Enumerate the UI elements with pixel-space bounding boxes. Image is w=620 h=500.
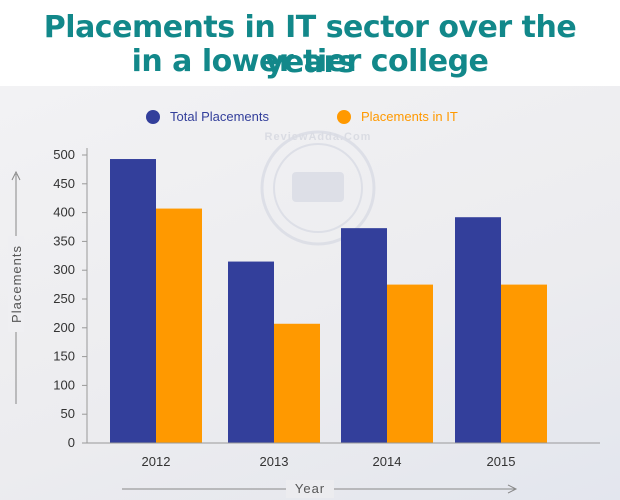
legend-item-placements-in-it: Placements in IT	[337, 109, 458, 124]
y-tick-label: 500	[53, 147, 75, 162]
x-axis-title-group: Year	[122, 480, 518, 498]
x-tick-label-2014: 2014	[373, 454, 402, 469]
x-tick-label-2012: 2012	[142, 454, 171, 469]
legend-label-total-placements: Total Placements	[170, 109, 269, 124]
x-tick-label-2015: 2015	[487, 454, 516, 469]
y-tick-label: 300	[53, 262, 75, 277]
y-tick-label: 400	[53, 205, 75, 220]
bar-2013-series-1	[274, 323, 320, 443]
x-axis-title: Year	[295, 481, 325, 496]
bar-2015-series-1	[501, 284, 547, 443]
y-axis-title: Placements	[9, 245, 24, 323]
y-axis: 0 50 100 150 200 250 300 350 400 450 500	[53, 147, 87, 450]
bar-2015-series-0	[455, 217, 501, 443]
chart-title-line-1: Placements in IT sector over the years	[43, 10, 577, 80]
bar-2014-series-1	[387, 284, 433, 443]
x-axis: 2012 2013 2014 2015	[142, 454, 516, 469]
bar-2014-series-0	[341, 228, 387, 443]
bar-2012-series-1	[156, 208, 202, 443]
bar-2013-series-0	[228, 261, 274, 443]
legend: Total Placements Placements in IT	[146, 109, 458, 124]
y-tick-label: 450	[53, 176, 75, 191]
watermark-text: ReviewAdda.Com	[265, 131, 372, 143]
y-tick-label: 350	[53, 233, 75, 248]
legend-item-total-placements: Total Placements	[146, 109, 269, 124]
y-tick-label: 250	[53, 291, 75, 306]
x-tick-label-2013: 2013	[260, 454, 289, 469]
y-axis-title-group: Placements	[8, 170, 24, 404]
y-tick-label: 0	[68, 435, 75, 450]
legend-label-placements-in-it: Placements in IT	[361, 109, 458, 124]
y-tick-label: 200	[53, 320, 75, 335]
y-tick-label: 50	[61, 406, 75, 421]
bar-2012-series-0	[110, 159, 156, 444]
bars	[110, 159, 547, 444]
y-tick-label: 150	[53, 349, 75, 364]
watermark: ReviewAdda.Com	[260, 130, 376, 246]
chart-title-line-2: in a lower tier college	[131, 44, 489, 79]
y-tick-label: 100	[53, 377, 75, 392]
title-band: Placements in IT sector over the years i…	[0, 0, 620, 86]
